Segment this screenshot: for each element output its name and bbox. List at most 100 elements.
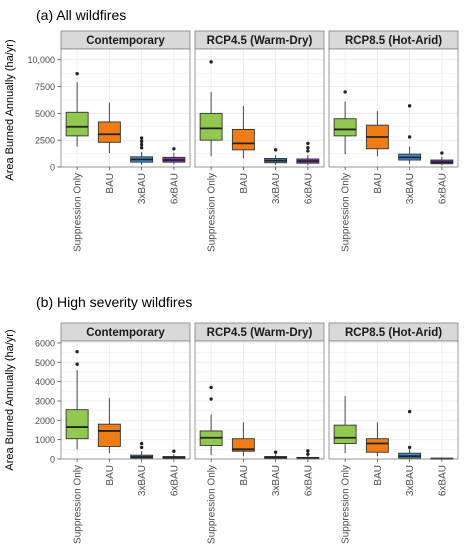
panel-frame xyxy=(328,340,459,460)
facet-strip-label: Contemporary xyxy=(86,327,165,339)
outlier-point xyxy=(440,151,444,155)
outlier-point xyxy=(75,349,79,354)
outlier-point xyxy=(306,149,310,153)
x-tick-label: 3xBAU xyxy=(405,465,416,496)
facet-strip-label: Contemporary xyxy=(86,35,165,47)
outlier-point xyxy=(209,60,213,64)
box-bau xyxy=(231,105,255,159)
box-iqr xyxy=(333,424,357,444)
y-tick-label: 6000 xyxy=(35,338,55,348)
y-axis-label: Area Burned Annually (ha/yr) xyxy=(4,329,16,470)
x-tick-label: Suppression Only xyxy=(207,465,218,544)
chart-title: (a) All wildfires xyxy=(36,7,126,23)
x-tick-label: BAU xyxy=(239,465,250,486)
box-6xbau xyxy=(430,151,454,166)
outlier-point xyxy=(407,135,412,139)
chart-high-severity: (b) High severity wildfires Area Burned A… xyxy=(4,294,459,544)
y-tick-label: 5000 xyxy=(35,109,55,119)
box-suppression-only xyxy=(65,349,89,450)
outlier-point xyxy=(306,452,310,456)
x-tick-label: 3xBAU xyxy=(271,173,282,204)
outlier-point xyxy=(407,409,412,414)
outlier-point xyxy=(306,145,310,150)
x-tick-label: 3xBAU xyxy=(137,173,148,204)
x-tick-label: 3xBAU xyxy=(137,465,148,496)
box-iqr xyxy=(199,112,223,141)
outlier-point xyxy=(139,441,144,446)
panel-frame xyxy=(60,48,191,168)
panel-background xyxy=(195,49,324,167)
x-tick-label: 6xBAU xyxy=(169,465,180,496)
y-tick-label: 10,000 xyxy=(27,55,55,65)
outlier-point xyxy=(139,145,144,150)
box-iqr xyxy=(365,438,389,453)
panel-background xyxy=(329,49,458,167)
facet-panel: Contemporary Suppression Only BAU 3xBAU 6xBA… xyxy=(60,322,191,544)
box-3xbau xyxy=(398,104,422,164)
y-tick-label: 0 xyxy=(50,163,55,173)
box-iqr xyxy=(333,118,357,137)
x-tick-label: Suppression Only xyxy=(341,173,352,252)
outlier-point xyxy=(209,385,213,390)
panel-frame xyxy=(60,340,191,460)
y-axis-label: Area Burned Annually (ha/yr) xyxy=(4,39,16,180)
x-tick-label: BAU xyxy=(105,465,116,486)
box-3xbau xyxy=(264,148,288,165)
x-tick-label: 3xBAU xyxy=(405,173,416,204)
chart-all-wildfires: (a) All wildfires Area Burned Annually (h… xyxy=(4,7,459,252)
outlier-point xyxy=(273,450,278,454)
outlier-point xyxy=(343,90,347,94)
box-bau xyxy=(365,111,389,157)
box-6xbau xyxy=(162,147,186,165)
facet-strip-label: RCP4.5 (Warm-Dry) xyxy=(207,327,313,339)
outlier-point xyxy=(209,397,213,401)
outlier-point xyxy=(407,104,412,108)
box-suppression-only xyxy=(199,60,223,157)
facet-panel: RCP8.5 (Hot-Arid) Suppression Only BAU 3xBA… xyxy=(328,322,459,544)
box-bau xyxy=(97,398,121,454)
box-suppression-only xyxy=(333,90,357,155)
box-suppression-only xyxy=(65,71,89,147)
box-bau xyxy=(231,422,255,457)
y-tick-label: 5000 xyxy=(35,358,55,368)
facet-strip-label: RCP8.5 (Hot-Arid) xyxy=(345,35,442,47)
outlier-point xyxy=(139,139,144,143)
x-tick-label: BAU xyxy=(373,465,384,486)
facet-strip-label: RCP8.5 (Hot-Arid) xyxy=(345,327,442,339)
box-3xbau xyxy=(398,409,422,459)
facet-strip-label: RCP4.5 (Warm-Dry) xyxy=(207,35,313,47)
outlier-point xyxy=(172,147,176,151)
facet-panel: RCP4.5 (Warm-Dry) Suppression Only BAU 3xBA… xyxy=(194,30,325,252)
panel-frame xyxy=(194,340,325,460)
outlier-point xyxy=(139,136,144,140)
x-tick-label: Suppression Only xyxy=(73,465,84,544)
facet-panel: Contemporary Suppression Only BAU 3xBAU 6xBA… xyxy=(60,30,191,252)
box-6xbau xyxy=(296,141,320,166)
box-bau xyxy=(97,102,121,154)
box-iqr xyxy=(65,409,89,440)
x-tick-label: BAU xyxy=(105,173,116,194)
box-iqr xyxy=(231,129,255,151)
outlier-point xyxy=(75,71,79,76)
x-tick-label: BAU xyxy=(239,173,250,194)
y-tick-label: 2000 xyxy=(35,416,55,426)
box-bau xyxy=(365,422,389,457)
outlier-point xyxy=(139,445,144,450)
y-tick-label: 4000 xyxy=(35,377,55,387)
outlier-point xyxy=(75,362,79,366)
x-tick-label: Suppression Only xyxy=(341,465,352,544)
outlier-point xyxy=(306,141,310,146)
facet-panel: RCP4.5 (Warm-Dry) Suppression Only BAU 3xBA… xyxy=(194,322,325,544)
x-tick-label: 6xBAU xyxy=(437,173,448,204)
x-tick-label: BAU xyxy=(373,173,384,194)
box-suppression-only xyxy=(333,396,357,454)
x-tick-label: Suppression Only xyxy=(207,173,218,252)
outlier-point xyxy=(139,142,144,147)
panel-frame xyxy=(328,48,459,168)
box-iqr xyxy=(97,121,121,143)
panel-frame xyxy=(194,48,325,168)
outlier-point xyxy=(407,445,412,450)
box-3xbau xyxy=(130,441,154,459)
y-tick-label: 3000 xyxy=(35,396,55,406)
